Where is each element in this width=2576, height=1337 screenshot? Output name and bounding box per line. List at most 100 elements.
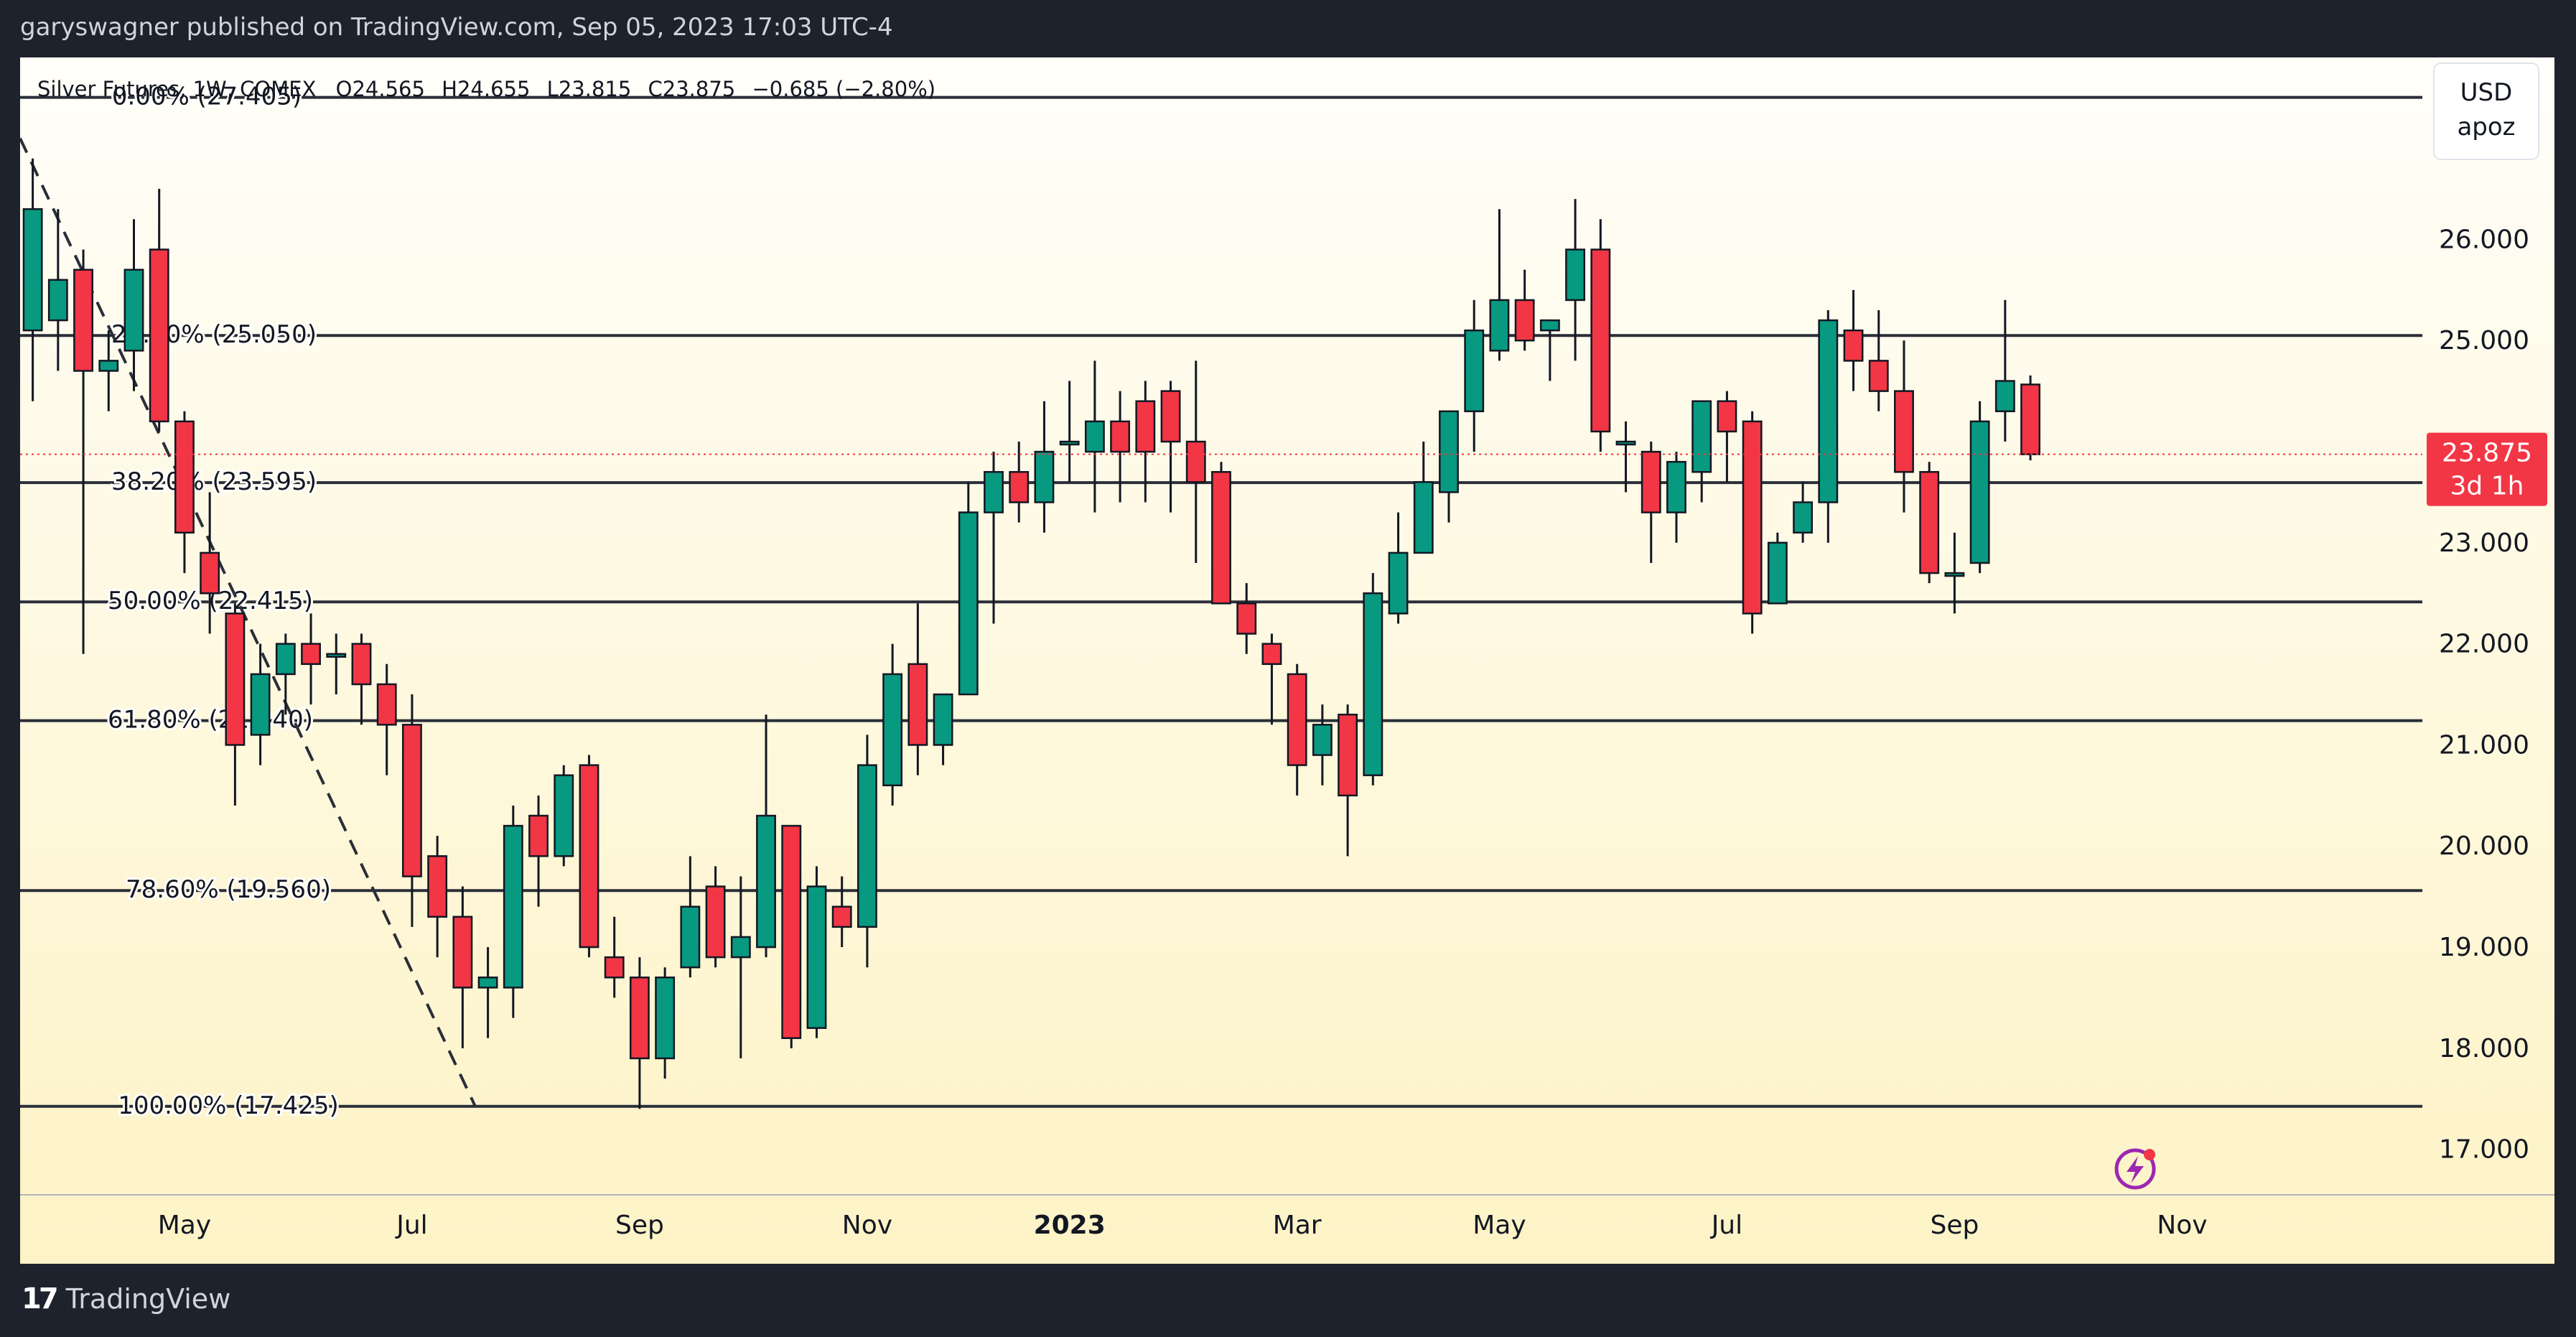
candle[interactable] — [452, 886, 473, 1048]
candle[interactable] — [1969, 401, 1990, 574]
candle[interactable] — [1211, 462, 1231, 605]
candle[interactable] — [1489, 209, 1510, 361]
candle[interactable] — [831, 876, 852, 948]
candle[interactable] — [1641, 442, 1661, 563]
candle[interactable] — [1464, 299, 1485, 452]
candle[interactable] — [1439, 410, 1459, 523]
lightning-icon[interactable] — [2114, 1148, 2156, 1190]
candle[interactable] — [477, 947, 498, 1038]
candle[interactable] — [1742, 411, 1763, 634]
candle[interactable] — [857, 735, 877, 968]
candle[interactable] — [984, 452, 1004, 624]
candle[interactable] — [301, 613, 321, 705]
candle[interactable] — [1868, 310, 1889, 411]
candle[interactable] — [1084, 360, 1105, 513]
candle[interactable] — [1843, 289, 1864, 391]
candle[interactable] — [174, 411, 195, 574]
candle[interactable] — [604, 916, 625, 998]
candle[interactable] — [275, 633, 296, 715]
candle[interactable] — [1717, 391, 1737, 483]
candle[interactable] — [200, 492, 220, 634]
candle[interactable] — [1009, 442, 1030, 523]
fib-trend-line[interactable] — [20, 137, 477, 1107]
candle[interactable] — [1944, 532, 1965, 614]
candle[interactable] — [401, 694, 422, 927]
candle[interactable] — [1413, 442, 1434, 554]
candle[interactable] — [655, 967, 676, 1079]
candle[interactable] — [376, 663, 397, 775]
candle[interactable] — [629, 957, 650, 1109]
candle[interactable] — [1666, 452, 1686, 543]
candle[interactable] — [705, 866, 726, 968]
candle[interactable] — [1539, 319, 1560, 381]
candle[interactable] — [680, 856, 701, 978]
currency-unit-box[interactable]: USD apoz — [2433, 62, 2539, 160]
candle[interactable] — [225, 603, 246, 806]
candle[interactable] — [907, 603, 928, 775]
axis-layer: 26.000 25.000 23.000 22.000 21.000 20.000 19.0… — [20, 225, 2554, 1240]
candle-body — [1565, 248, 1586, 302]
candle[interactable] — [1994, 299, 2015, 442]
candle-body — [933, 693, 953, 746]
candle[interactable] — [73, 249, 93, 654]
candle[interactable] — [1514, 269, 1535, 351]
candle[interactable] — [1691, 400, 1712, 503]
candle-body — [806, 885, 827, 1029]
chart-panel[interactable]: 0.00% (27.405) 23.60% (25.050) 38.20% (23.… — [20, 57, 2554, 1264]
candle[interactable] — [22, 158, 43, 401]
candle[interactable] — [1185, 360, 1206, 563]
candle[interactable] — [958, 482, 979, 696]
candles-layer[interactable] — [22, 158, 2041, 1109]
candle[interactable] — [528, 795, 549, 907]
candle[interactable] — [756, 714, 776, 958]
candle[interactable] — [1590, 219, 1611, 452]
candle-body — [503, 824, 523, 989]
price-chart[interactable]: 0.00% (27.405) 23.60% (25.050) 38.20% (23.… — [20, 57, 2554, 1264]
candle-body — [1767, 541, 1788, 605]
candle[interactable] — [730, 876, 751, 1058]
ohlc-high: H24.655 — [442, 77, 530, 101]
candle[interactable] — [1767, 532, 1788, 605]
candle[interactable] — [47, 209, 68, 371]
candle[interactable] — [123, 219, 144, 391]
candle[interactable] — [781, 824, 802, 1048]
candle[interactable] — [427, 836, 448, 958]
candle[interactable] — [1363, 573, 1383, 786]
candle[interactable] — [554, 765, 574, 867]
candle[interactable] — [1135, 381, 1156, 503]
candle[interactable] — [1261, 633, 1282, 725]
candle[interactable] — [933, 693, 953, 765]
candle[interactable] — [1338, 704, 1358, 857]
candle[interactable] — [149, 189, 169, 432]
candle-body — [1464, 329, 1485, 413]
price-tick-label: 23.000 — [2439, 528, 2529, 558]
candle[interactable] — [806, 866, 827, 1038]
candle[interactable] — [1615, 421, 1636, 493]
candle[interactable] — [1793, 482, 1814, 543]
candle-body — [1388, 551, 1409, 615]
candle[interactable] — [503, 805, 523, 1018]
candle[interactable] — [1894, 340, 1914, 513]
last-price-badge[interactable]: 23.875 3d 1h — [2427, 432, 2547, 506]
candle[interactable] — [1565, 199, 1586, 361]
candle[interactable] — [98, 330, 119, 411]
tradingview-logo[interactable]: 17 TradingView — [22, 1282, 230, 1315]
candle[interactable] — [1110, 391, 1131, 503]
time-tick-label: Nov — [842, 1211, 892, 1240]
candle[interactable] — [1818, 310, 1839, 543]
candle[interactable] — [1919, 462, 1940, 584]
candle[interactable] — [326, 633, 347, 695]
candle[interactable] — [882, 643, 903, 806]
candle[interactable] — [579, 755, 599, 958]
candle[interactable] — [1236, 583, 1257, 654]
candle[interactable] — [2020, 375, 2041, 461]
candle[interactable] — [1312, 704, 1333, 786]
candle[interactable] — [1160, 381, 1181, 513]
candle[interactable] — [1034, 401, 1055, 533]
candle[interactable] — [1059, 381, 1080, 483]
candle[interactable] — [351, 633, 372, 725]
candle[interactable] — [1287, 663, 1307, 796]
candle[interactable] — [250, 643, 271, 765]
candle[interactable] — [1388, 512, 1409, 624]
time-tick-label: May — [1473, 1211, 1526, 1240]
